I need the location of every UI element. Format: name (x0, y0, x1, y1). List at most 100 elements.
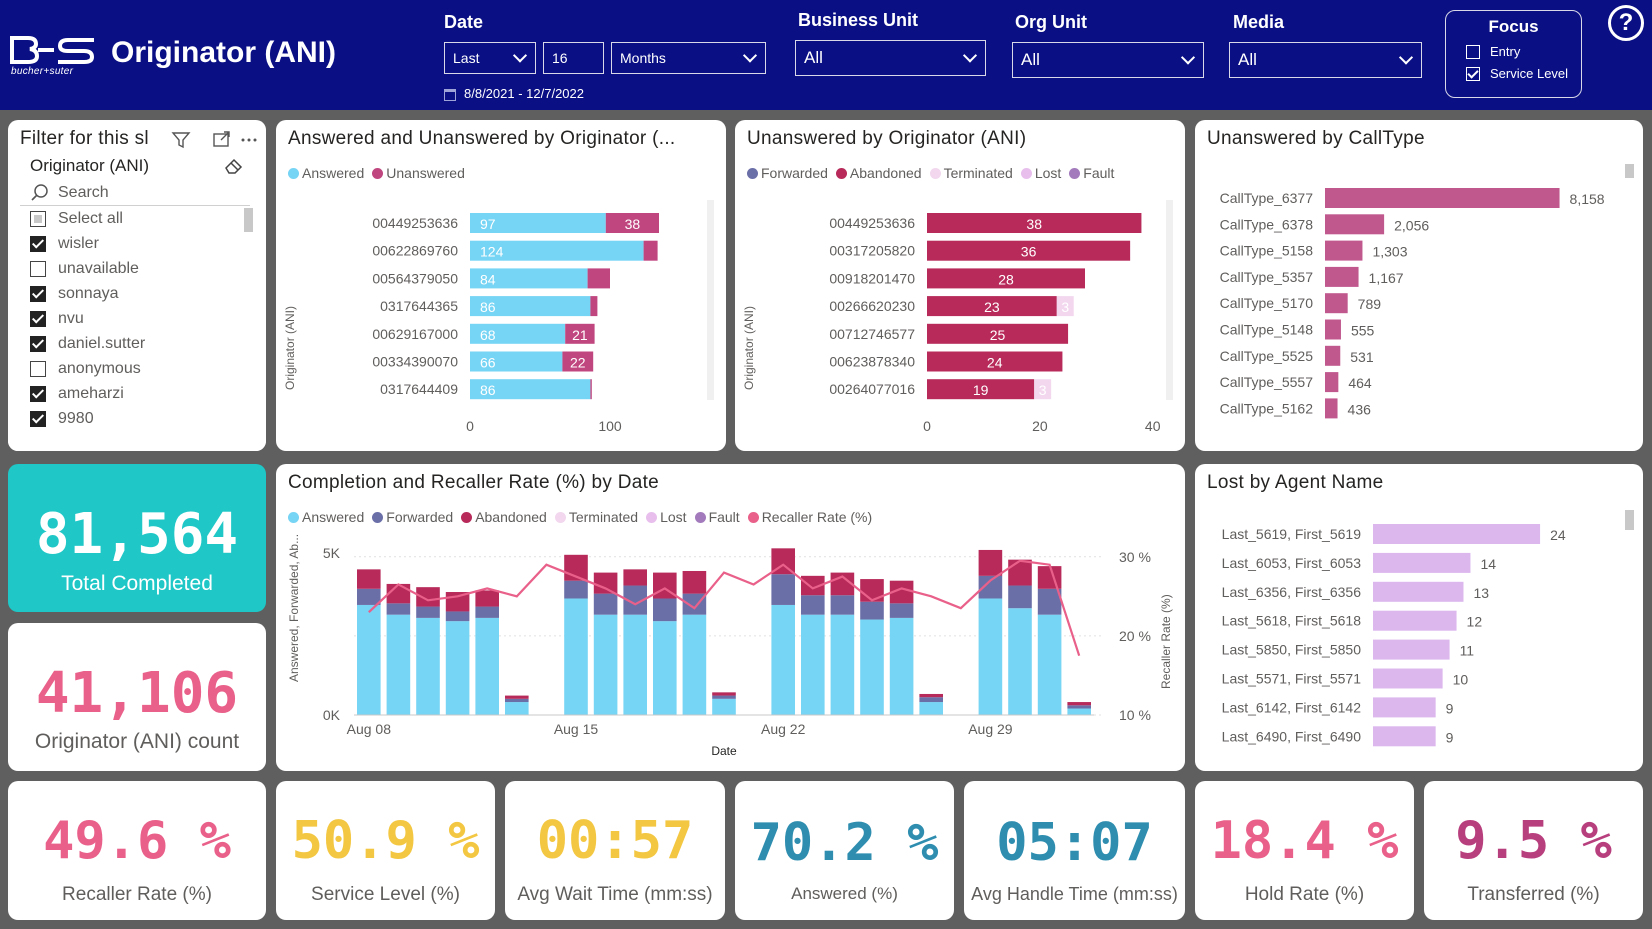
legend-dot (554, 511, 566, 523)
data-label: 464 (1348, 375, 1372, 391)
legend-item-abandoned[interactable]: Abandoned (461, 509, 547, 525)
data-label: 9 (1446, 700, 1454, 716)
help-icon[interactable]: ? (1608, 5, 1644, 41)
business-unit-dropdown[interactable]: All (795, 40, 986, 76)
filter-item-label: daniel.sutter (58, 335, 146, 352)
legend-dot (694, 511, 706, 523)
checkbox-checked[interactable] (30, 236, 46, 252)
checkbox-checked[interactable] (30, 336, 46, 352)
category-label: Last_6142, First_6142 (1222, 699, 1362, 715)
filter-item[interactable]: ameharzi (30, 385, 124, 403)
checkbox-checked[interactable] (30, 286, 46, 302)
date-count-input[interactable]: 16 (543, 42, 604, 74)
data-label: 12 (1467, 614, 1483, 630)
filter-item[interactable]: nvu (30, 310, 84, 328)
legend-item-abandoned[interactable]: Abandoned (835, 165, 922, 181)
kpi-value: 9.5 % (1455, 811, 1612, 871)
legend-dot (747, 167, 758, 179)
filter-item-label: nvu (58, 310, 84, 327)
date-slicer-title: Date (444, 12, 484, 32)
legend-item-answered[interactable]: Answered (288, 509, 364, 525)
checkbox-checked[interactable] (30, 311, 46, 327)
category-label: 00264077016 (829, 381, 915, 397)
data-label: 66 (480, 355, 496, 371)
divider (20, 205, 250, 206)
category-label: 0317644365 (380, 298, 458, 314)
bar-abandoned (801, 575, 825, 596)
legend-item-unanswered[interactable]: Unanswered (372, 165, 465, 181)
checkbox[interactable] (30, 211, 46, 227)
focus-option-entry[interactable]: Entry (1466, 44, 1520, 59)
legend-item-answered[interactable]: Answered (288, 165, 364, 181)
bar-abandoned (712, 692, 736, 696)
chart-title: Completion and Recaller Rate (%) by Date (288, 472, 660, 493)
bar-answered (978, 598, 1003, 715)
checkbox-checked[interactable] (1466, 66, 1480, 81)
bar-answered (475, 617, 499, 715)
date-mode-dropdown[interactable]: Last (444, 42, 536, 74)
kpi-label: Service Level (%) (311, 884, 460, 905)
legend-item-lost[interactable]: Lost (1020, 165, 1061, 181)
checkbox[interactable] (30, 361, 46, 377)
chart-svg: Originator (ANI) 00449253636 38 00317205820… (742, 200, 1173, 434)
checkbox-checked[interactable] (30, 411, 46, 427)
checkbox[interactable] (30, 261, 46, 277)
bar-abandoned (927, 296, 1057, 317)
bar-answered (771, 604, 795, 715)
scrollbar-thumb[interactable] (1625, 510, 1634, 530)
search-input[interactable]: Search (58, 184, 109, 201)
eraser-icon[interactable] (223, 156, 245, 176)
filter-item-label: 9980 (58, 410, 94, 427)
data-label: 28 (998, 271, 1014, 287)
bar-abandoned (927, 268, 1085, 289)
org-unit-title: Org Unit (1015, 12, 1087, 32)
org-unit-dropdown[interactable]: All (1012, 42, 1204, 78)
legend-label: Forwarded (386, 509, 454, 525)
filter-item[interactable]: 9980 (30, 410, 94, 428)
chevron-down-icon (512, 48, 528, 63)
date-range-text: 8/8/2021 - 12/7/2022 (464, 86, 584, 101)
scrollbar-thumb[interactable] (244, 208, 253, 232)
chevron-down-icon (1180, 50, 1196, 65)
kpi-avg-wait: 00:57 Avg Wait Time (mm:ss) (505, 781, 725, 920)
filter-item[interactable]: daniel.sutter (30, 335, 145, 353)
date-unit-dropdown[interactable]: Months (611, 42, 766, 74)
category-label: Last_5850, First_5850 (1222, 642, 1362, 658)
bar-answered (860, 619, 884, 715)
category-label: Last_6356, First_6356 (1222, 584, 1362, 600)
bar-answered (470, 323, 566, 344)
chevron-down-icon (742, 48, 758, 63)
legend-item-forwarded[interactable]: Forwarded (372, 509, 453, 525)
media-dropdown[interactable]: All (1229, 42, 1422, 78)
category-label: CallType_5162 (1220, 400, 1314, 416)
filter-field-label: Originator (ANI) (30, 156, 150, 175)
kpi-value: 81,564 (35, 502, 239, 567)
data-label: 9 (1446, 729, 1454, 745)
legend-dot (929, 167, 941, 179)
checkbox-checked[interactable] (30, 386, 46, 402)
media-value: All (1238, 50, 1257, 69)
legend-item-fault[interactable]: Fault (1069, 165, 1114, 181)
legend-item-fault[interactable]: Fault (694, 509, 740, 525)
bar-forwarded (919, 697, 943, 703)
filter-item[interactable]: sonnaya (30, 285, 119, 303)
legend-item-lost[interactable]: Lost (646, 509, 687, 525)
filter-item[interactable]: wisler (30, 235, 99, 253)
scrollbar-thumb[interactable] (1625, 164, 1634, 178)
data-label: 14 (1480, 556, 1496, 572)
y2-axis-title: Recaller Rate (%) (1159, 594, 1173, 689)
legend-item-terminated[interactable]: Terminated (554, 509, 638, 525)
filter-item[interactable]: Select all (30, 210, 123, 228)
focus-option-service-level[interactable]: Service Level (1466, 66, 1568, 81)
date-mode-value: Last (453, 50, 480, 66)
checkbox[interactable] (1466, 44, 1480, 59)
calendar-icon (444, 89, 456, 101)
business-unit-value: All (804, 48, 823, 67)
filter-item[interactable]: anonymous (30, 360, 141, 378)
legend-dot (1020, 167, 1032, 179)
legend-item-forwarded[interactable]: Forwarded (747, 165, 828, 181)
legend-item-terminated[interactable]: Terminated (929, 165, 1013, 181)
kpi-value: 70.2 % (750, 813, 939, 873)
filter-item[interactable]: unavailable (30, 260, 139, 278)
legend-item-recaller-rate[interactable]: Recaller Rate (%) (747, 509, 872, 525)
